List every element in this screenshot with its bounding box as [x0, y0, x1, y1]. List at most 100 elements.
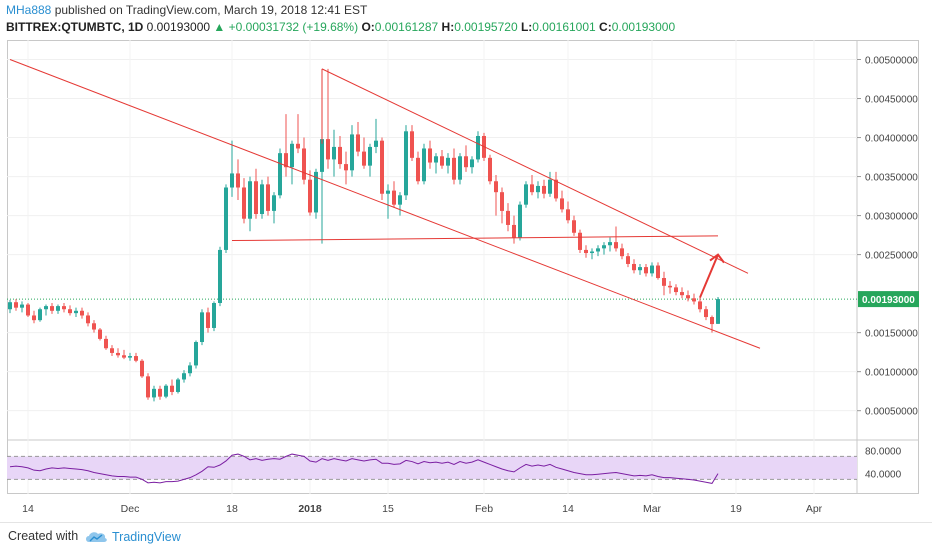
candle-down — [626, 256, 630, 264]
candle-down — [464, 156, 468, 168]
candle-down — [50, 306, 54, 311]
y-tick-label: 0.00450000 — [865, 95, 918, 106]
y-tick-label: 0.00050000 — [865, 407, 918, 418]
candle-up — [248, 181, 252, 219]
candle-down — [284, 153, 288, 168]
upper-channel-trendline — [321, 68, 749, 274]
candle-down — [440, 156, 444, 166]
candle-up — [200, 312, 204, 343]
horizontal-support-trendline — [231, 235, 719, 242]
candle-down — [512, 224, 516, 238]
candle-down — [494, 181, 498, 193]
last-price: 0.00193000 — [146, 20, 211, 34]
x-tick-label: 14 — [562, 503, 574, 515]
candle-down — [692, 298, 696, 302]
rsi-band — [7, 456, 857, 480]
candle-down — [26, 304, 30, 316]
candle-down — [560, 198, 564, 210]
candle-down — [584, 249, 588, 254]
candle-down — [488, 157, 492, 182]
candle-down — [620, 248, 624, 257]
candle-down — [674, 287, 678, 293]
low-value: 0.00161001 — [532, 20, 596, 34]
candle-up — [272, 195, 276, 211]
candle-down — [206, 312, 210, 328]
candle-down — [680, 292, 684, 296]
candle-up — [422, 148, 426, 182]
y-tick-label: 0.00250000 — [865, 251, 918, 262]
candle-up — [44, 306, 48, 310]
symbol-label: BITTREX:QTUMBTC, 1D — [6, 20, 144, 34]
candle-up — [152, 388, 156, 398]
candle-down — [530, 184, 534, 193]
x-tick-label: Mar — [643, 503, 662, 515]
candle-down — [554, 179, 558, 199]
y-tick-label: 0.00150000 — [865, 329, 918, 340]
close-value: 0.00193000 — [611, 20, 676, 34]
candle-down — [92, 323, 96, 330]
candle-down — [614, 242, 618, 249]
candle-down — [662, 278, 666, 286]
candle-up — [404, 131, 408, 196]
published-text: published on TradingView.com, March 19, … — [54, 3, 368, 17]
y-tick-label: 0.00350000 — [865, 173, 918, 184]
candle-up — [536, 185, 540, 193]
outer-resistance-trendline — [9, 59, 761, 349]
candle-down — [254, 181, 258, 215]
candle-down — [116, 352, 120, 356]
candle-down — [656, 265, 660, 279]
candle-down — [104, 338, 108, 349]
chart-area[interactable]: 0.00500000 0.00450000 0.00400000 0.00350000… — [7, 40, 919, 520]
candle-up — [218, 249, 222, 303]
candle-up — [212, 302, 216, 328]
candle-down — [338, 146, 342, 165]
current-price-label: 0.00193000 — [862, 295, 915, 306]
candle-down — [110, 348, 114, 353]
candle-up — [608, 242, 612, 246]
change-up-icon: ▲ — [213, 20, 226, 34]
change-value: +0.00031732 (+19.68%) — [228, 20, 359, 34]
candle-up — [128, 356, 132, 358]
candle-up — [260, 184, 264, 215]
candle-down — [704, 309, 708, 318]
candle-up — [176, 379, 180, 392]
price-chart-svg[interactable]: 0.00500000 0.00450000 0.00400000 0.00350000… — [7, 40, 919, 520]
candle-down — [98, 329, 102, 339]
candle-down — [80, 310, 84, 316]
candle-down — [242, 187, 246, 219]
candle-down — [146, 376, 150, 398]
candle-down — [140, 360, 144, 377]
author-link[interactable]: MHa888 — [6, 3, 52, 17]
candle-up — [182, 373, 186, 380]
candle-up — [224, 187, 228, 250]
tradingview-logo[interactable]: TradingView — [84, 527, 204, 547]
candle-down — [644, 267, 648, 274]
candle-down — [710, 317, 714, 325]
x-tick-label: Dec — [121, 503, 140, 515]
x-tick-label: 18 — [226, 503, 238, 515]
candle-down — [86, 315, 90, 324]
candle-down — [410, 131, 414, 158]
candle-up — [548, 179, 552, 194]
rsi-tick-label: 40.0000 — [865, 470, 902, 481]
candle-down — [698, 301, 702, 310]
candle-down — [308, 179, 312, 213]
candle-down — [362, 151, 366, 166]
candle-down — [302, 148, 306, 180]
candle-down — [578, 232, 582, 250]
candle-up — [434, 156, 438, 163]
x-tick-label: Apr — [806, 503, 823, 515]
candle-up — [314, 171, 318, 213]
candle-up — [8, 302, 12, 310]
candle-up — [188, 365, 192, 374]
candle-down — [452, 157, 456, 180]
candle-down — [122, 355, 126, 358]
candle-up — [524, 184, 528, 205]
ohlc-line: BITTREX:QTUMBTC, 1D 0.00193000 ▲ +0.0003… — [6, 20, 675, 34]
tradingview-brand: TradingView — [112, 530, 181, 544]
candle-down — [344, 164, 348, 171]
candle-up — [716, 299, 720, 324]
candle-up — [320, 139, 324, 172]
candle-down — [134, 356, 138, 361]
candle-down — [356, 134, 360, 152]
